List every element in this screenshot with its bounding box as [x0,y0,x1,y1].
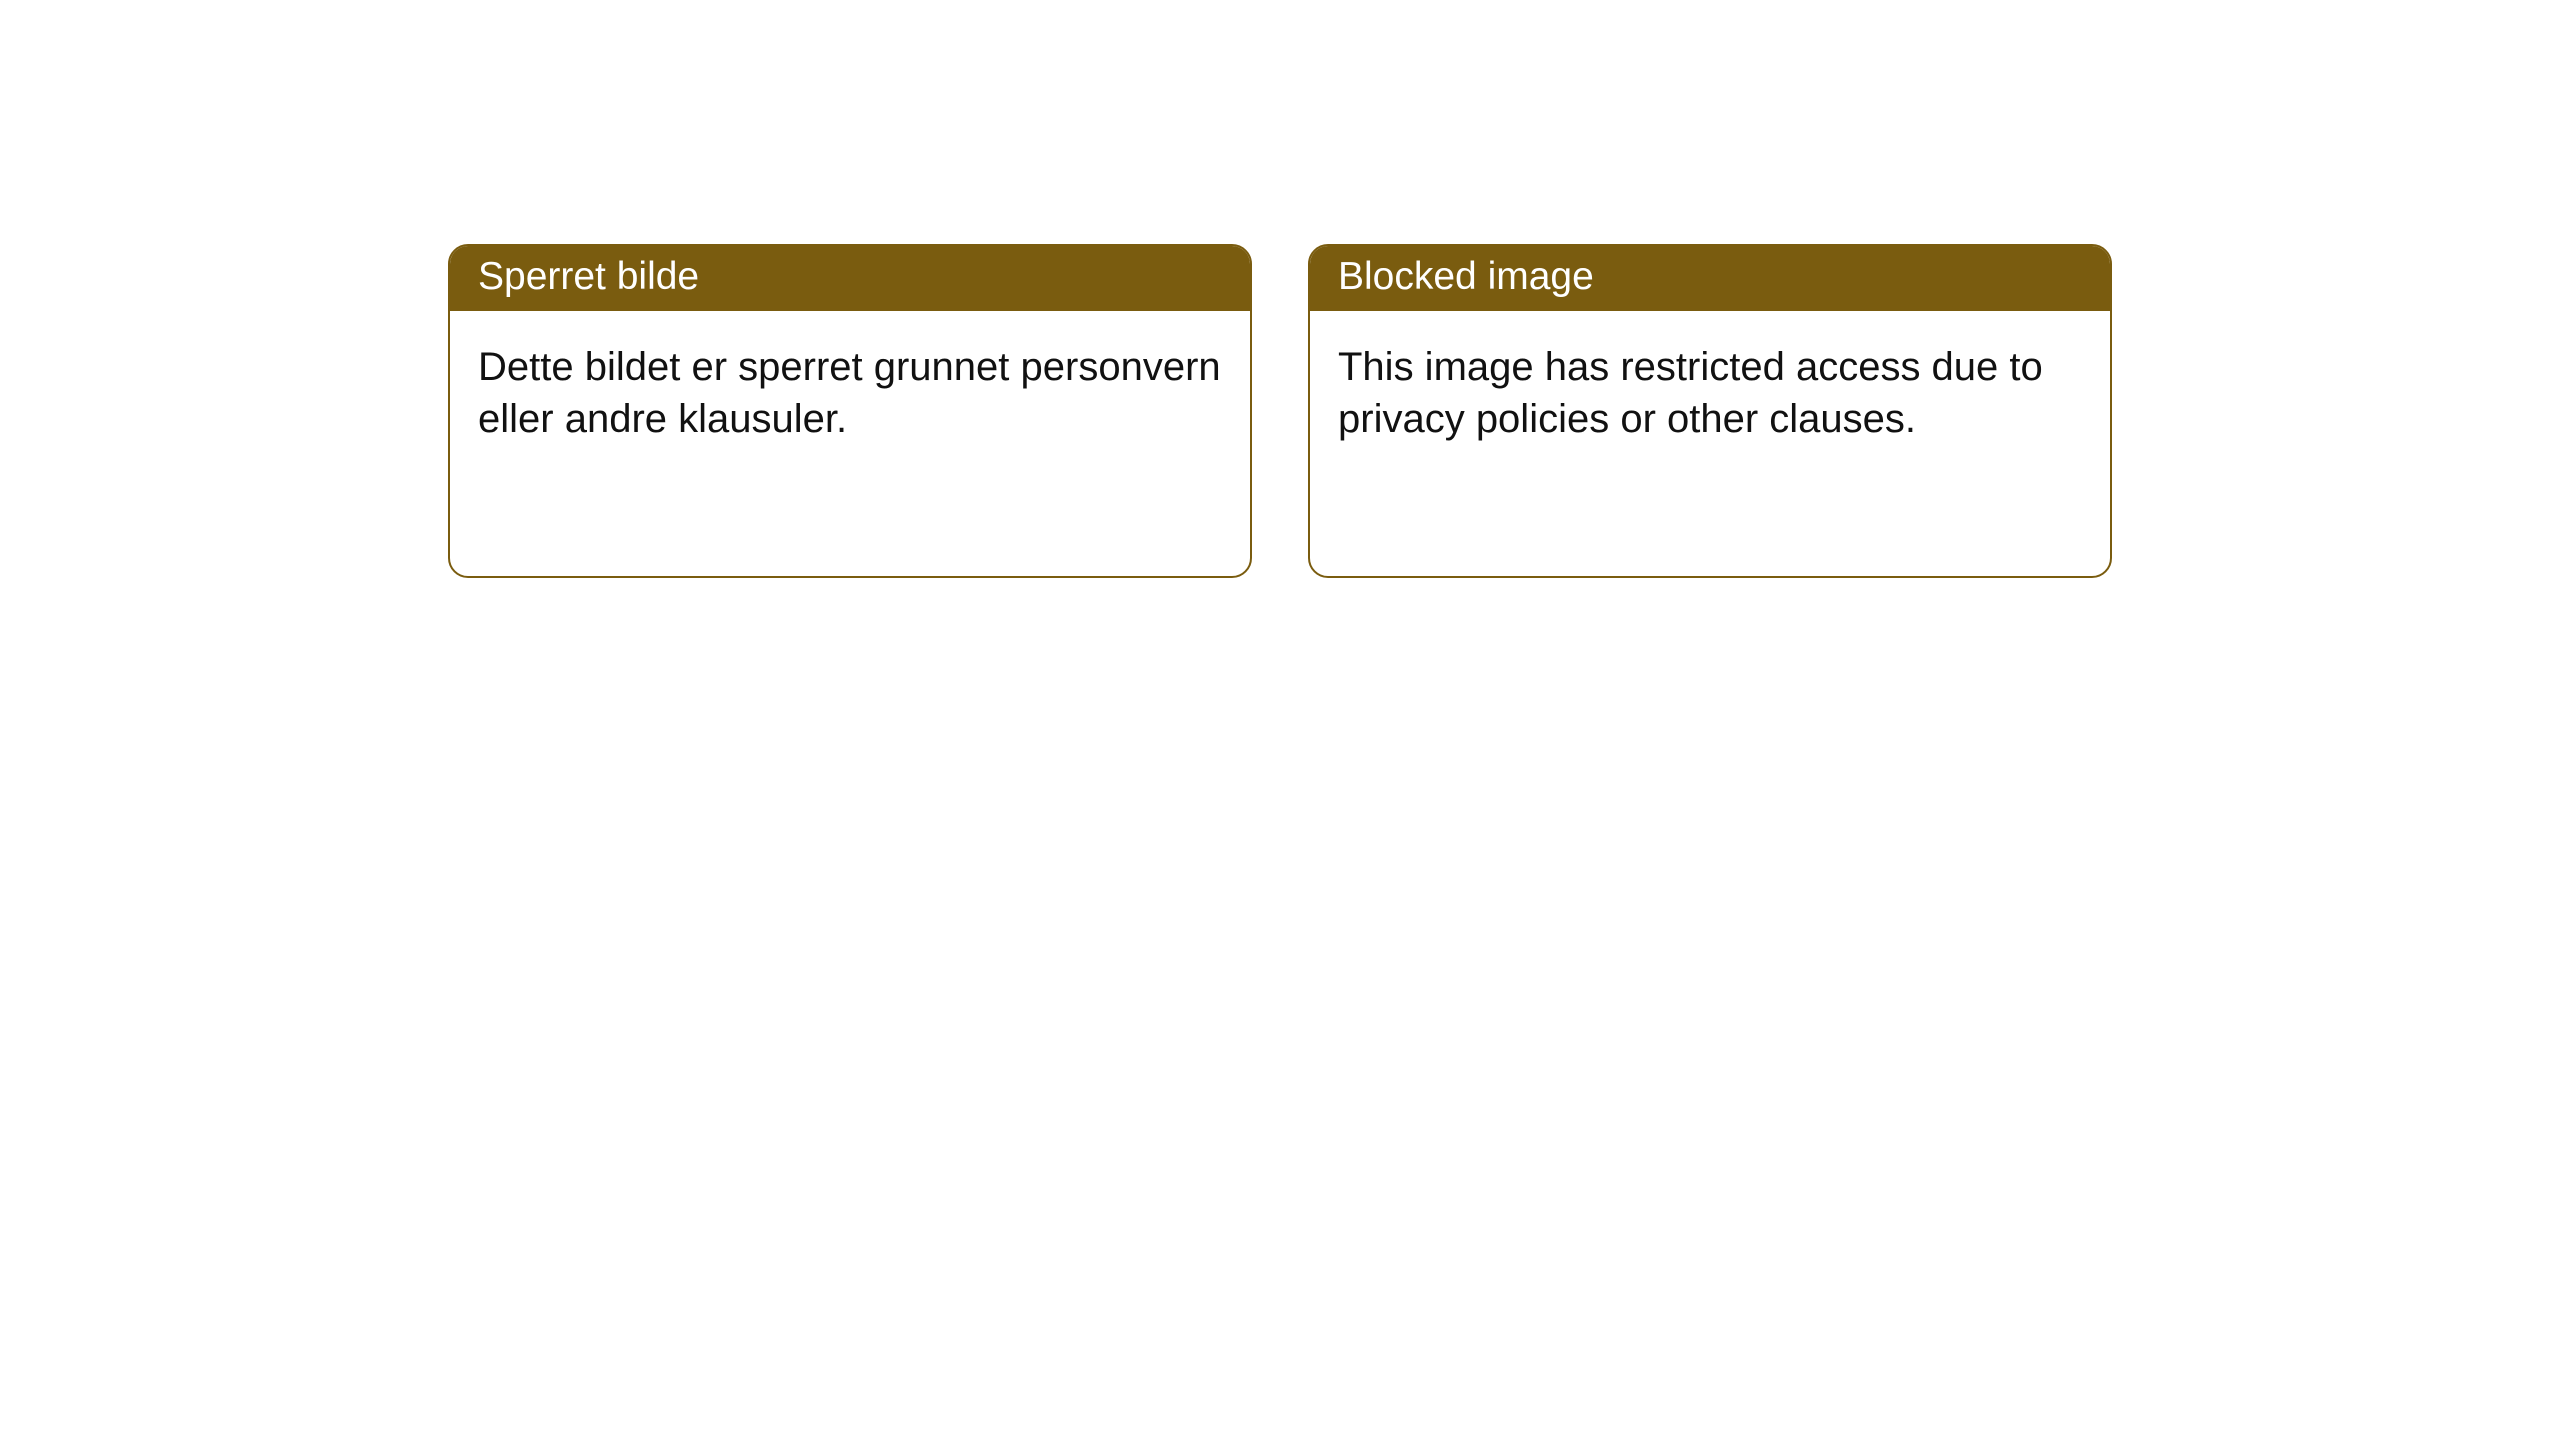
notice-card-norwegian: Sperret bilde Dette bildet er sperret gr… [448,244,1252,578]
notice-card-body: Dette bildet er sperret grunnet personve… [450,311,1250,465]
notice-card-header: Blocked image [1310,246,2110,311]
notice-cards-container: Sperret bilde Dette bildet er sperret gr… [448,244,2112,578]
notice-card-english: Blocked image This image has restricted … [1308,244,2112,578]
notice-card-body: This image has restricted access due to … [1310,311,2110,465]
notice-card-header: Sperret bilde [450,246,1250,311]
